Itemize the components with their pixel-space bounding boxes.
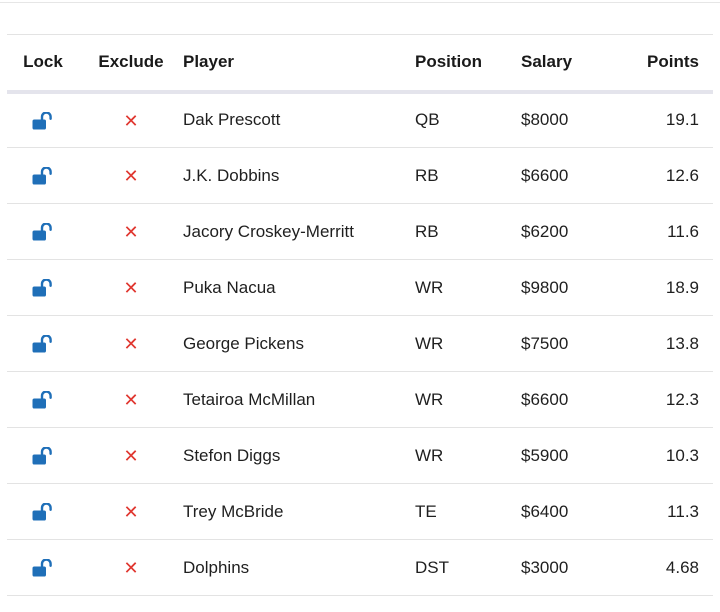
player-salary: $9800 bbox=[521, 277, 569, 297]
lock-cell bbox=[7, 316, 79, 372]
unlocked-padlock-icon[interactable] bbox=[32, 558, 54, 577]
column-header-lock[interactable]: Lock bbox=[7, 34, 79, 94]
lock-cell bbox=[7, 372, 79, 428]
x-icon[interactable]: ✕ bbox=[123, 334, 139, 355]
player-salary: $5900 bbox=[521, 445, 569, 465]
exclude-cell: ✕ bbox=[79, 92, 183, 148]
x-icon[interactable]: ✕ bbox=[123, 222, 139, 243]
x-icon[interactable]: ✕ bbox=[123, 502, 139, 523]
column-header-points[interactable]: Points bbox=[615, 34, 713, 94]
player-salary: $3000 bbox=[521, 557, 569, 577]
player-position: WR bbox=[415, 445, 444, 465]
unlocked-padlock-icon[interactable] bbox=[32, 222, 54, 241]
exclude-cell: ✕ bbox=[79, 260, 183, 316]
player-salary: $6600 bbox=[521, 389, 569, 409]
table-row: ✕ J.K. Dobbins RB $6600 12.6 bbox=[7, 148, 713, 204]
top-divider bbox=[0, 0, 720, 3]
table-body: ✕ Dak Prescott QB $8000 19.1 ✕ J.K. Dobbins RB $… bbox=[7, 92, 713, 596]
player-salary: $6600 bbox=[521, 165, 569, 185]
table-row: ✕ George Pickens WR $7500 13.8 bbox=[7, 316, 713, 372]
column-header-exclude[interactable]: Exclude bbox=[79, 34, 183, 94]
player-points: 19.1 bbox=[665, 110, 699, 130]
player-name: J.K. Dobbins bbox=[183, 165, 280, 185]
unlocked-padlock-icon[interactable] bbox=[32, 334, 54, 353]
x-icon[interactable]: ✕ bbox=[123, 278, 139, 299]
player-points: 4.68 bbox=[665, 557, 699, 577]
lock-cell bbox=[7, 428, 79, 484]
x-icon[interactable]: ✕ bbox=[123, 110, 139, 131]
player-position: QB bbox=[415, 110, 440, 130]
exclude-cell: ✕ bbox=[79, 316, 183, 372]
lock-cell bbox=[7, 92, 79, 148]
player-points: 18.9 bbox=[665, 277, 699, 297]
player-position: RB bbox=[415, 221, 439, 241]
player-name: Puka Nacua bbox=[183, 277, 276, 297]
player-points: 10.3 bbox=[665, 445, 699, 465]
table-row: ✕ Tetairoa McMillan WR $6600 12.3 bbox=[7, 372, 713, 428]
unlocked-padlock-icon[interactable] bbox=[32, 390, 54, 409]
player-pool-table: Lock Exclude Player Position Salary Poin… bbox=[7, 34, 713, 596]
player-name: Dolphins bbox=[183, 557, 250, 577]
player-salary: $6200 bbox=[521, 221, 569, 241]
x-icon[interactable]: ✕ bbox=[123, 390, 139, 411]
table-row: ✕ Trey McBride TE $6400 11.3 bbox=[7, 484, 713, 540]
column-header-player[interactable]: Player bbox=[183, 34, 415, 94]
lock-cell bbox=[7, 204, 79, 260]
player-points: 13.8 bbox=[665, 333, 699, 353]
unlocked-padlock-icon[interactable] bbox=[32, 446, 54, 465]
column-header-position[interactable]: Position bbox=[415, 34, 521, 94]
player-points: 12.3 bbox=[665, 389, 699, 409]
header-row: Lock Exclude Player Position Salary Poin… bbox=[7, 34, 713, 94]
player-name: Dak Prescott bbox=[183, 110, 281, 130]
unlocked-padlock-icon[interactable] bbox=[32, 278, 54, 297]
lock-cell bbox=[7, 484, 79, 540]
exclude-cell: ✕ bbox=[79, 148, 183, 204]
exclude-cell: ✕ bbox=[79, 372, 183, 428]
player-points: 11.6 bbox=[667, 221, 699, 241]
lock-cell bbox=[7, 540, 79, 596]
x-icon[interactable]: ✕ bbox=[123, 166, 139, 187]
player-name: George Pickens bbox=[183, 333, 304, 353]
lock-cell bbox=[7, 260, 79, 316]
unlocked-padlock-icon[interactable] bbox=[32, 166, 54, 185]
player-position: WR bbox=[415, 277, 444, 297]
column-header-salary[interactable]: Salary bbox=[521, 34, 615, 94]
exclude-cell: ✕ bbox=[79, 204, 183, 260]
player-salary: $6400 bbox=[521, 501, 569, 521]
table-row: ✕ Jacory Croskey-Merritt RB $6200 11.6 bbox=[7, 204, 713, 260]
table-header: Lock Exclude Player Position Salary Poin… bbox=[7, 34, 713, 94]
table-row: ✕ Puka Nacua WR $9800 18.9 bbox=[7, 260, 713, 316]
player-points: 11.3 bbox=[667, 501, 699, 521]
player-pool-panel: Lock Exclude Player Position Salary Poin… bbox=[7, 34, 713, 596]
player-position: RB bbox=[415, 165, 439, 185]
player-position: WR bbox=[415, 333, 444, 353]
unlocked-padlock-icon[interactable] bbox=[32, 111, 54, 130]
exclude-cell: ✕ bbox=[79, 428, 183, 484]
player-position: DST bbox=[415, 557, 449, 577]
x-icon[interactable]: ✕ bbox=[123, 558, 139, 579]
exclude-cell: ✕ bbox=[79, 484, 183, 540]
player-name: Stefon Diggs bbox=[183, 445, 281, 465]
player-name: Jacory Croskey-Merritt bbox=[183, 221, 354, 241]
player-position: WR bbox=[415, 389, 444, 409]
x-icon[interactable]: ✕ bbox=[123, 446, 139, 467]
lock-cell bbox=[7, 148, 79, 204]
player-salary: $8000 bbox=[521, 110, 569, 130]
exclude-cell: ✕ bbox=[79, 540, 183, 596]
player-name: Tetairoa McMillan bbox=[183, 389, 316, 409]
player-name: Trey McBride bbox=[183, 501, 284, 521]
player-position: TE bbox=[415, 501, 437, 521]
table-row: ✕ Dak Prescott QB $8000 19.1 bbox=[7, 92, 713, 148]
unlocked-padlock-icon[interactable] bbox=[32, 502, 54, 521]
player-salary: $7500 bbox=[521, 333, 569, 353]
table-row: ✕ Stefon Diggs WR $5900 10.3 bbox=[7, 428, 713, 484]
player-points: 12.6 bbox=[665, 165, 699, 185]
table-row: ✕ Dolphins DST $3000 4.68 bbox=[7, 540, 713, 596]
